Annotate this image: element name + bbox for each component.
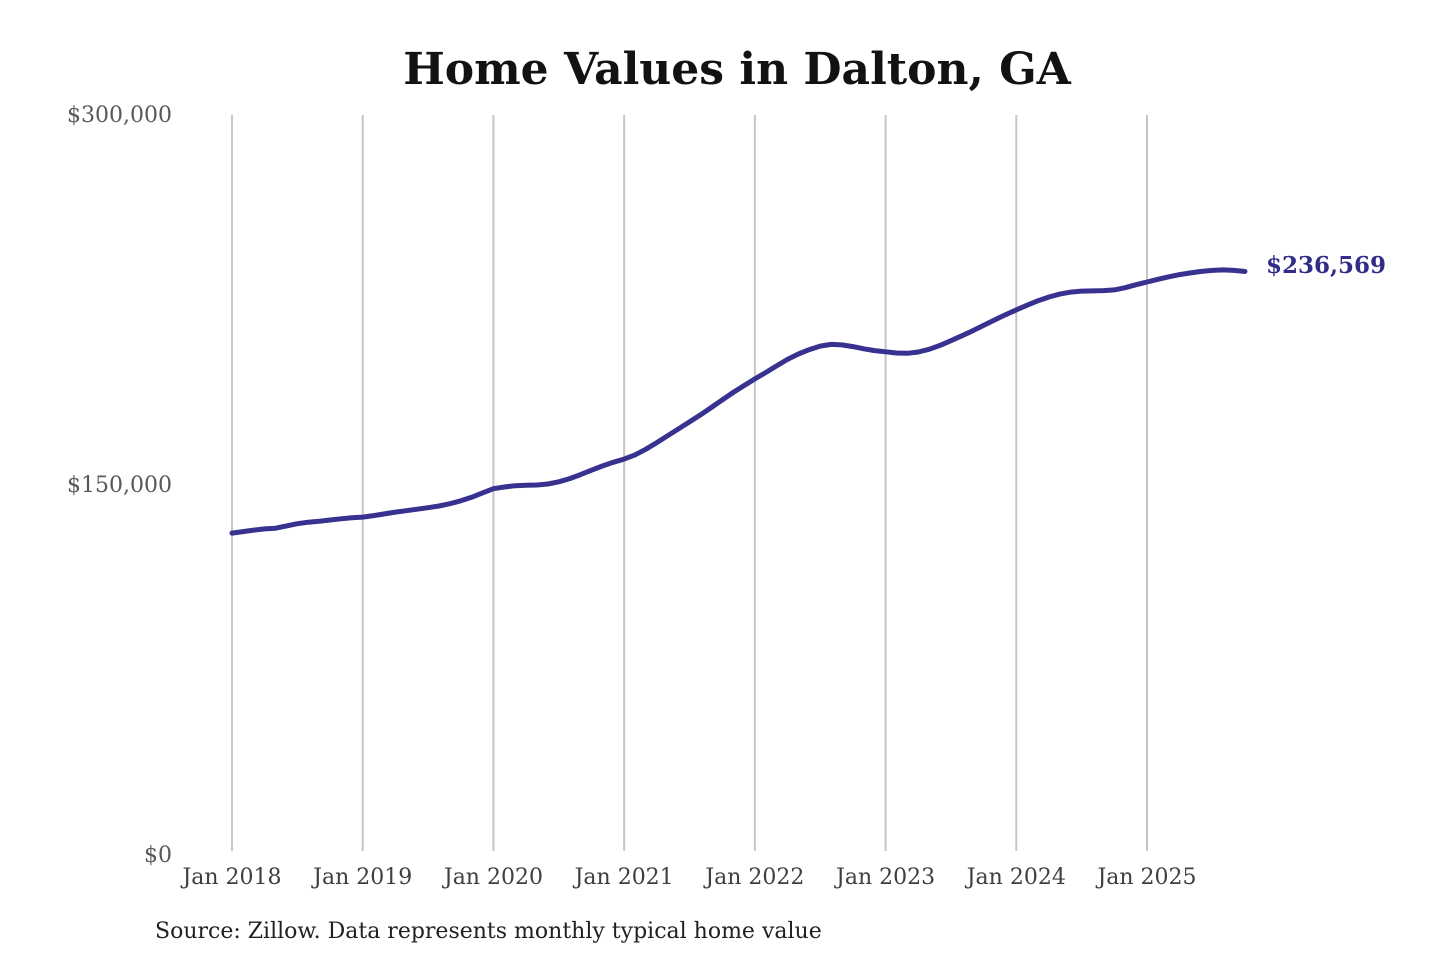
current-value-label: $236,569 <box>1266 252 1386 279</box>
x-axis-tick-labels: Jan 2018 Jan 2019 Jan 2020 Jan 2021 Jan 2022… <box>180 865 1196 890</box>
home-value-line <box>229 267 1248 536</box>
x-axis-tick-label: Jan 2019 <box>311 865 412 890</box>
y-axis-tick-labels: $300,000 $150,000 $0 <box>67 103 172 868</box>
x-axis-tick-label: Jan 2023 <box>834 865 935 890</box>
chart-title: Home Values in Dalton, GA <box>403 44 1071 95</box>
source-note: Source: Zillow. Data represents monthly … <box>155 919 822 944</box>
y-axis-tick-label: $0 <box>144 843 172 868</box>
x-axis-tick-label: Jan 2025 <box>1095 865 1196 890</box>
x-axis-tick-label: Jan 2018 <box>180 865 281 890</box>
y-axis-tick-label: $150,000 <box>67 473 172 498</box>
x-axis-tick-label: Jan 2022 <box>703 865 804 890</box>
gridlines-group <box>231 115 1148 851</box>
x-axis-tick-label: Jan 2021 <box>573 865 674 890</box>
x-axis-tick-label: Jan 2020 <box>442 865 543 890</box>
x-axis-tick-label: Jan 2024 <box>965 865 1066 890</box>
y-axis-tick-label: $300,000 <box>67 103 172 128</box>
